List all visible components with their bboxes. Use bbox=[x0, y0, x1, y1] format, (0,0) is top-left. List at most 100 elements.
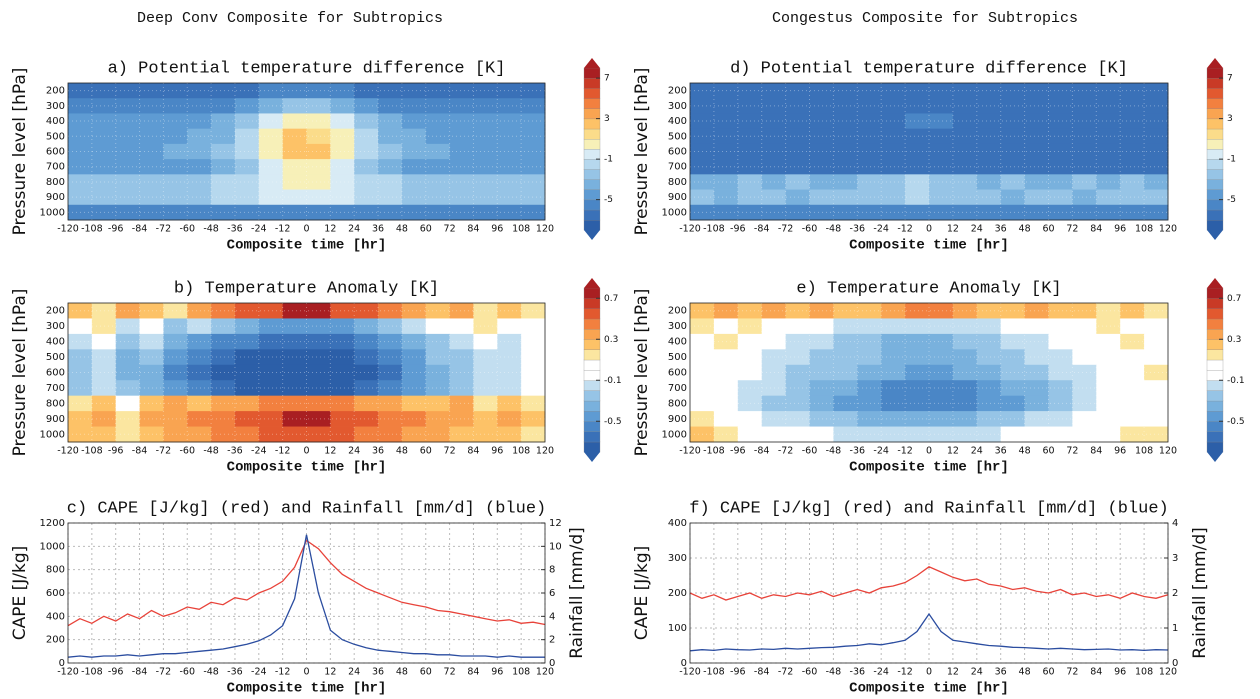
x-tick-label: -24 bbox=[873, 667, 889, 678]
heatmap-cell bbox=[163, 98, 188, 114]
x-axis-label: Composite time [hr] bbox=[227, 238, 387, 254]
colorbar-swatch bbox=[583, 410, 601, 422]
colorbar-swatch bbox=[1206, 118, 1224, 130]
heatmap-cell bbox=[68, 349, 93, 366]
colorbar-tick-label: -5 bbox=[1227, 195, 1236, 205]
heatmap-cell bbox=[378, 364, 403, 381]
heatmap-cell bbox=[401, 411, 427, 427]
colorbar-swatch bbox=[1206, 308, 1224, 320]
heatmap-cell bbox=[690, 349, 715, 366]
heatmap-cell bbox=[234, 318, 260, 335]
heatmap-cell bbox=[187, 349, 212, 366]
heatmap-cell bbox=[857, 159, 882, 175]
heatmap-cell bbox=[857, 189, 882, 206]
heatmap-cell bbox=[425, 143, 450, 160]
heatmap-cell bbox=[1144, 426, 1169, 443]
colorbar-swatch bbox=[583, 287, 601, 299]
y-tick-label: 1000 bbox=[40, 541, 65, 552]
heatmap-cell bbox=[737, 204, 763, 221]
heatmap-cell bbox=[473, 113, 498, 130]
x-tick-label: -48 bbox=[203, 446, 219, 457]
heatmap-cell bbox=[833, 395, 858, 412]
heatmap-cell bbox=[690, 159, 715, 175]
heatmap-cell bbox=[163, 364, 188, 381]
heatmap-cell bbox=[187, 174, 212, 190]
heatmap-cell bbox=[1072, 318, 1097, 335]
heatmap-cell bbox=[115, 411, 140, 427]
heatmap-cell bbox=[378, 189, 403, 206]
x-tick-label: 0 bbox=[303, 224, 309, 235]
heatmap-cell bbox=[809, 204, 834, 221]
heatmap-cell bbox=[857, 364, 882, 381]
heatmap-cell bbox=[258, 411, 284, 427]
x-tick-label: 12 bbox=[324, 667, 336, 678]
x-tick-label: 96 bbox=[491, 667, 503, 678]
x-tick-label: 12 bbox=[324, 446, 336, 457]
x-tick-label: 96 bbox=[1114, 224, 1126, 235]
y-tick-label: 800 bbox=[46, 565, 65, 576]
heatmap-cell bbox=[401, 189, 427, 206]
heatmap-cell bbox=[234, 411, 260, 427]
heatmap-cell bbox=[68, 411, 93, 427]
heatmap-cell bbox=[857, 333, 882, 350]
colorbar-swatch bbox=[1206, 421, 1224, 432]
heatmap-cell bbox=[857, 395, 882, 412]
heatmap-cell bbox=[497, 318, 522, 335]
heatmap-cell bbox=[354, 204, 379, 221]
y-tick-label: 400 bbox=[668, 518, 687, 529]
heatmap-cell bbox=[258, 349, 284, 366]
y-tick-label: 200 bbox=[668, 588, 687, 599]
x-tick-label: 24 bbox=[348, 667, 360, 678]
heatmap-cell bbox=[929, 303, 954, 319]
heatmap-cell bbox=[761, 411, 786, 427]
y-tick-label: 700 bbox=[46, 162, 65, 173]
heatmap-cell bbox=[115, 174, 140, 190]
heatmap-cell bbox=[737, 174, 763, 190]
heatmap-cell bbox=[1000, 380, 1025, 397]
y-tick-label: 100 bbox=[668, 623, 687, 634]
heatmap-cell bbox=[952, 303, 978, 319]
heatmap-cell bbox=[163, 143, 188, 160]
heatmap-cell bbox=[163, 204, 188, 221]
heatmap-cell bbox=[258, 189, 284, 206]
heatmap-cell bbox=[139, 349, 164, 366]
heatmap-cell bbox=[234, 159, 260, 175]
x-tick-label: -12 bbox=[275, 667, 291, 678]
heatmap-cell bbox=[521, 303, 546, 319]
heatmap-cell bbox=[1072, 128, 1097, 145]
x-tick-label: 0 bbox=[303, 446, 309, 457]
y-tick-label: 1000 bbox=[40, 429, 65, 440]
heatmap-cell bbox=[785, 411, 810, 427]
heatmap-cell bbox=[354, 303, 379, 319]
heatmap-cell bbox=[258, 380, 284, 397]
heatmap-cell bbox=[1120, 318, 1145, 335]
heatmap-cell bbox=[330, 303, 355, 319]
heatmap-cell bbox=[521, 349, 546, 366]
heatmap-cell bbox=[330, 411, 355, 427]
heatmap-cell bbox=[1048, 318, 1073, 335]
heatmap-cell bbox=[929, 143, 954, 160]
heatmap-cell bbox=[521, 128, 546, 145]
x-tick-label: -72 bbox=[156, 667, 172, 678]
heatmap-cell bbox=[785, 333, 810, 350]
heatmap-cell bbox=[187, 364, 212, 381]
heatmap-cell bbox=[187, 395, 212, 412]
heatmap-cell bbox=[833, 426, 858, 443]
heatmap-cell bbox=[163, 380, 188, 397]
heatmap-cell bbox=[234, 98, 260, 114]
heatmap-cell bbox=[833, 380, 858, 397]
colorbar-swatch bbox=[583, 148, 601, 160]
heatmap-cell bbox=[521, 174, 546, 190]
x-tick-label: 72 bbox=[444, 446, 456, 457]
heatmap-cell bbox=[976, 303, 1002, 319]
colorbar-swatch bbox=[1206, 339, 1224, 350]
plot-frame bbox=[689, 302, 1169, 443]
heatmap-cell bbox=[401, 318, 427, 335]
heatmap-cell bbox=[449, 98, 474, 114]
heatmap-cell bbox=[211, 143, 236, 160]
heatmap-cell bbox=[785, 204, 810, 221]
heatmap-cell bbox=[1096, 159, 1121, 175]
colorbar-swatch bbox=[583, 441, 601, 453]
heatmap-cell bbox=[401, 364, 427, 381]
colorbar-swatch bbox=[583, 349, 601, 361]
